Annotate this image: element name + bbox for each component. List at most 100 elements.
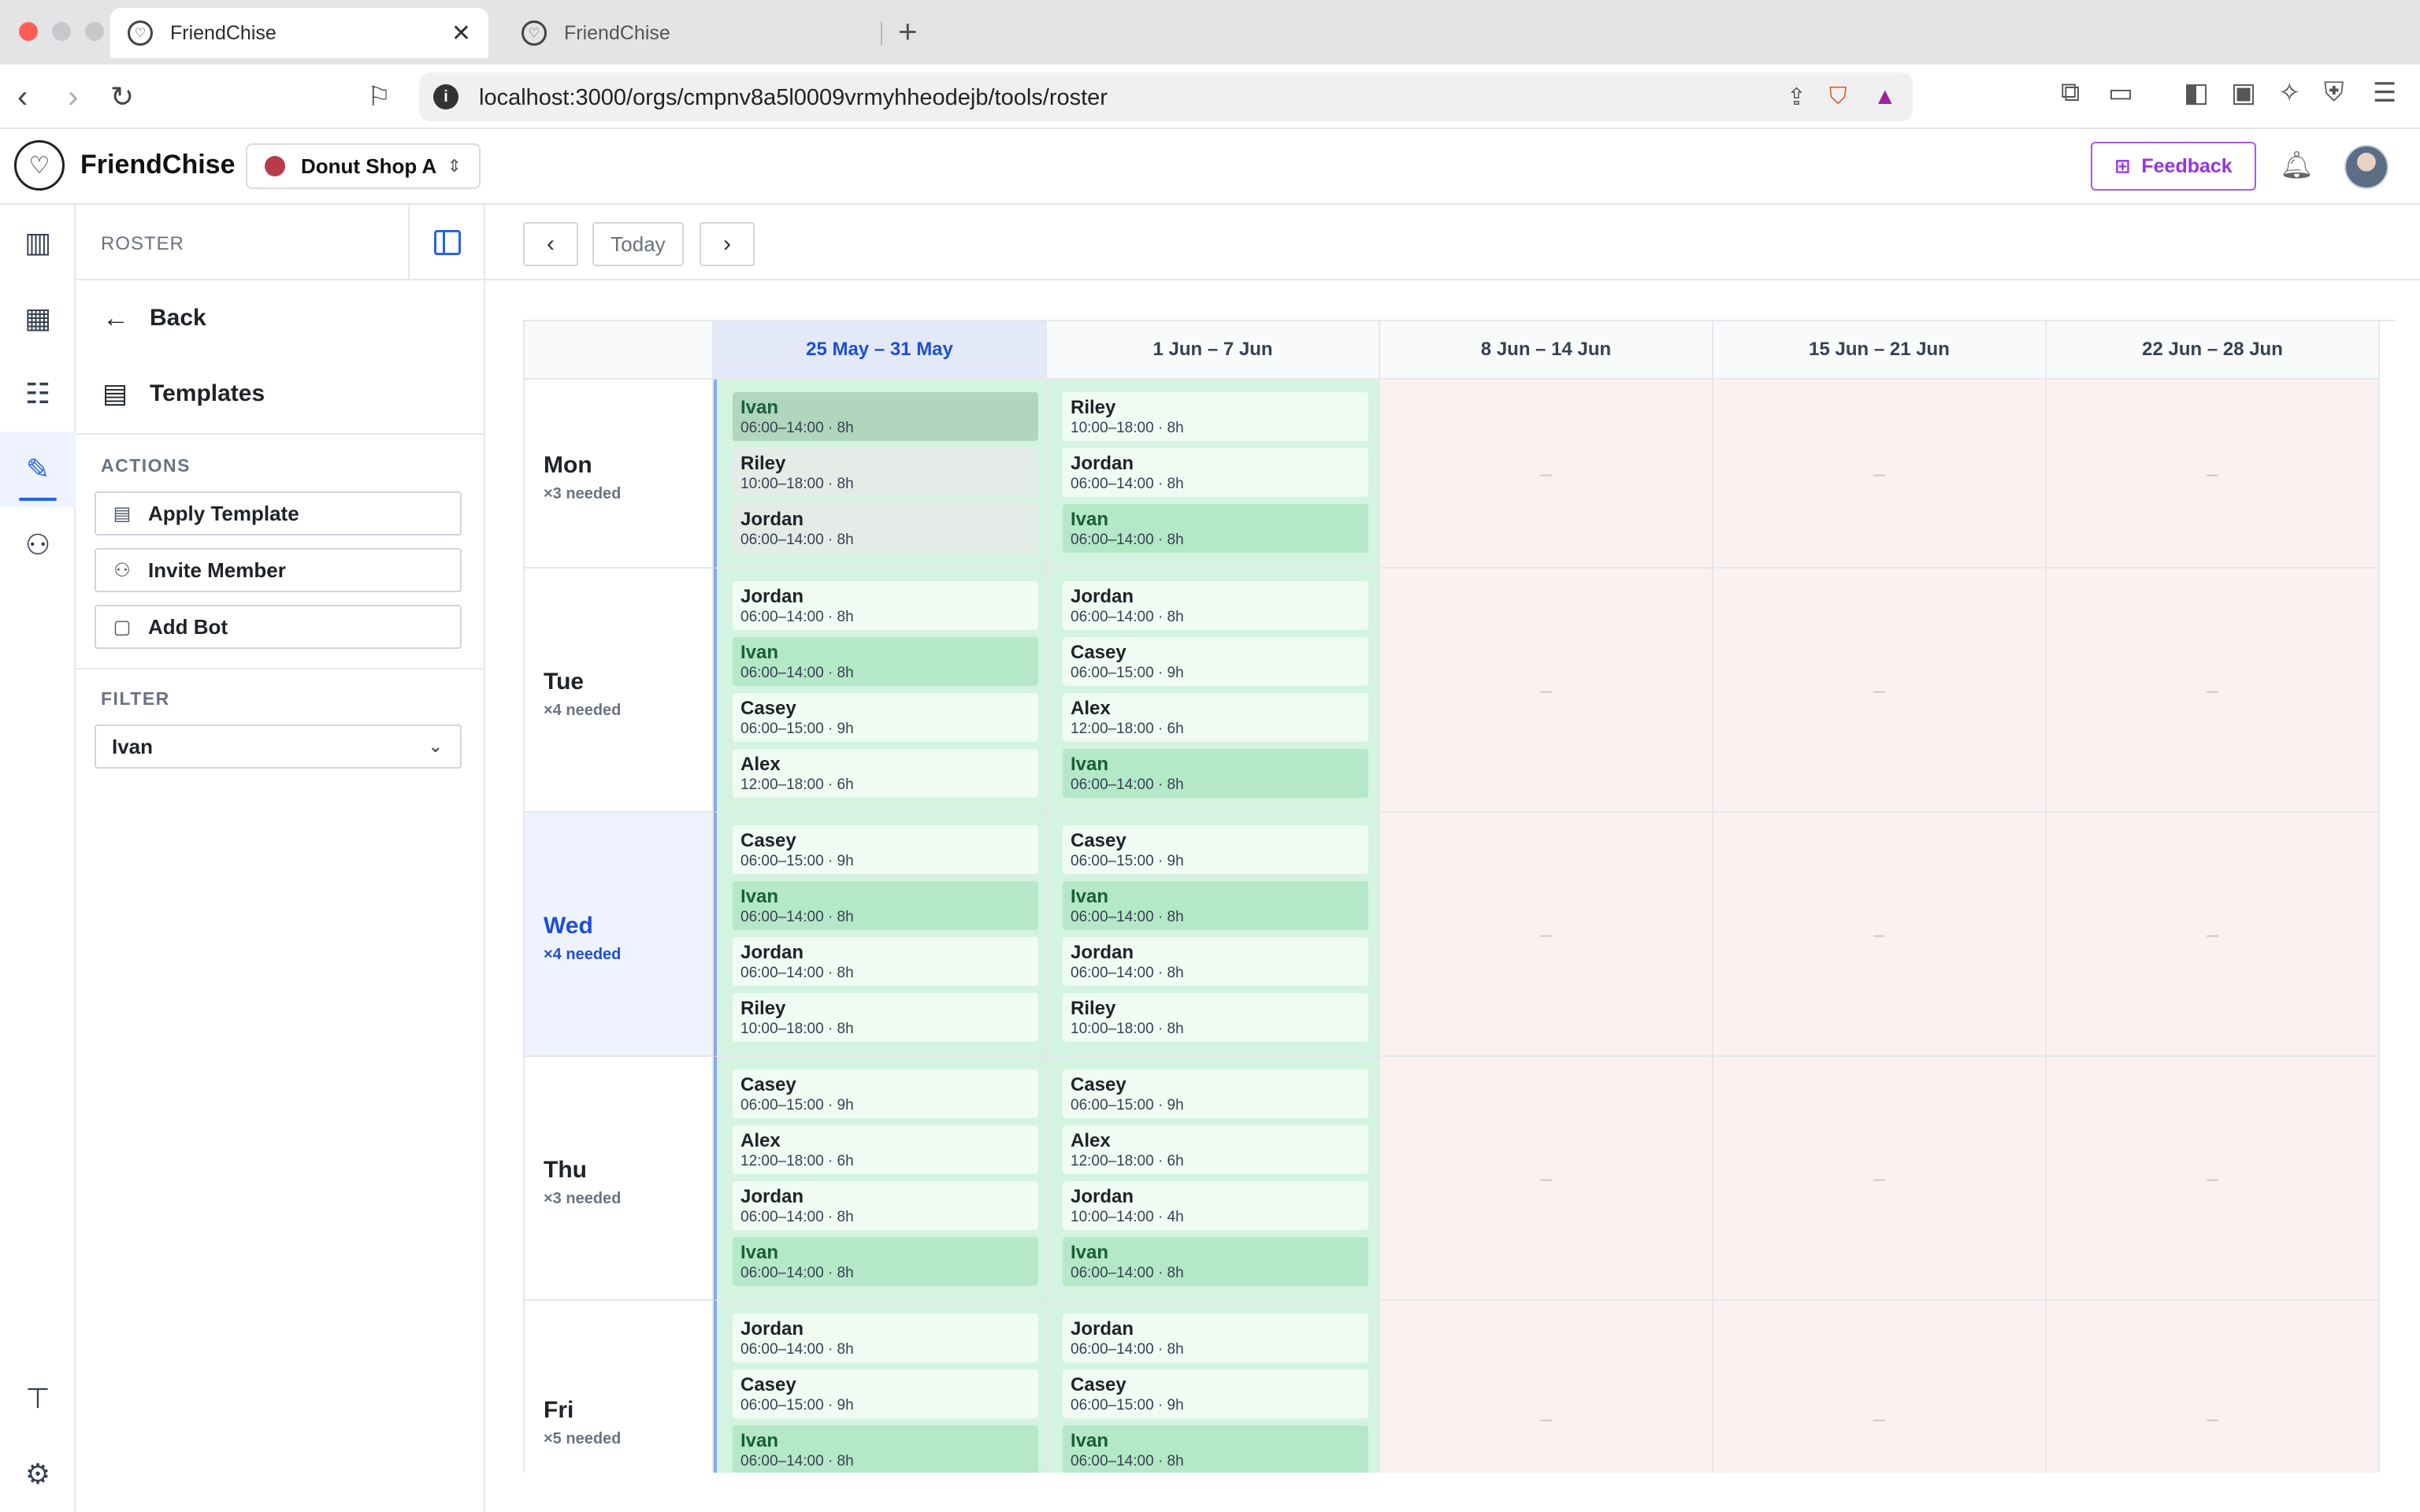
roster-cell[interactable]: –: [2047, 1301, 2380, 1473]
roster-cell[interactable]: –: [1380, 380, 1713, 569]
invite-member-button[interactable]: ⚇ Invite Member: [95, 548, 462, 592]
roster-cell[interactable]: –: [1380, 1057, 1713, 1301]
reader-icon[interactable]: ▭: [2108, 78, 2134, 108]
collapse-sidebar-button[interactable]: [408, 205, 485, 280]
reload-icon[interactable]: ↻: [110, 80, 135, 113]
shift-card[interactable]: Ivan 06:00–14:00 · 8h: [1063, 749, 1368, 798]
brand-logo-icon[interactable]: ♡: [14, 140, 65, 191]
shift-card[interactable]: Casey 06:00–15:00 · 9h: [1063, 1369, 1368, 1418]
next-week-button[interactable]: ›: [700, 222, 755, 266]
shift-card[interactable]: Ivan 06:00–14:00 · 8h: [1063, 1237, 1368, 1286]
shift-card[interactable]: Ivan 06:00–14:00 · 8h: [733, 1425, 1038, 1473]
shift-card[interactable]: Ivan 06:00–14:00 · 8h: [733, 637, 1038, 686]
shift-card[interactable]: Casey 06:00–15:00 · 9h: [733, 1069, 1038, 1118]
shift-card[interactable]: Ivan 06:00–14:00 · 8h: [1063, 881, 1368, 930]
shift-card[interactable]: Alex 12:00–18:00 · 6h: [733, 749, 1038, 798]
shift-card[interactable]: Riley 10:00–18:00 · 8h: [1063, 392, 1368, 441]
apply-template-button[interactable]: ▤ Apply Template: [95, 491, 462, 536]
week-header[interactable]: 1 Jun – 7 Jun: [1047, 321, 1380, 380]
shift-card[interactable]: Casey 06:00–15:00 · 9h: [1063, 1069, 1368, 1118]
roster-cell[interactable]: –: [2047, 813, 2380, 1057]
shift-card[interactable]: Jordan 06:00–14:00 · 8h: [1063, 581, 1368, 630]
previous-week-button[interactable]: ‹: [523, 222, 578, 266]
share-icon[interactable]: ⇪: [1787, 84, 1807, 110]
sidebar-toggle-icon[interactable]: ◧: [2184, 78, 2210, 108]
roster-cell[interactable]: Jordan 06:00–14:00 · 8h Casey 06:00–15:00 ·…: [714, 1301, 1047, 1473]
brave-shield-icon[interactable]: ⛉: [1829, 83, 1847, 109]
gear-icon[interactable]: ⚙: [24, 1458, 51, 1490]
shift-card[interactable]: Riley 10:00–18:00 · 8h: [733, 993, 1038, 1042]
roster-cell[interactable]: –: [1713, 380, 2047, 569]
shift-card[interactable]: Jordan 06:00–14:00 · 8h: [733, 581, 1038, 630]
roster-cell[interactable]: Casey 06:00–15:00 · 9h Alex 12:00–18:00 · 6…: [1047, 1057, 1380, 1301]
roster-cell[interactable]: –: [2047, 380, 2380, 569]
vpn-icon[interactable]: ⛨: [2324, 77, 2344, 107]
bell-icon[interactable]: 🔔︎: [2280, 150, 2314, 180]
roster-cell[interactable]: –: [1380, 569, 1713, 813]
shift-card[interactable]: Alex 12:00–18:00 · 6h: [1063, 1125, 1368, 1174]
shift-card[interactable]: Riley 10:00–18:00 · 8h: [733, 448, 1038, 497]
minimize-window-button[interactable]: [52, 22, 71, 41]
shift-card[interactable]: Riley 10:00–18:00 · 8h: [1063, 993, 1368, 1042]
today-button[interactable]: Today: [592, 222, 684, 266]
calendar-icon[interactable]: ▦: [24, 302, 51, 334]
roster-cell[interactable]: Jordan 06:00–14:00 · 8h Casey 06:00–15:00 ·…: [1047, 569, 1380, 813]
url-field[interactable]: i localhost:3000/orgs/cmpnv8a5l0009vrmyh…: [419, 72, 1913, 121]
wallet-icon[interactable]: ▣: [2231, 78, 2257, 108]
shift-card[interactable]: Jordan 06:00–14:00 · 8h: [733, 937, 1038, 986]
leo-ai-icon[interactable]: ✧: [2278, 78, 2301, 108]
templates-link[interactable]: ▤ Templates: [102, 370, 265, 417]
new-tab-icon[interactable]: +: [898, 13, 918, 50]
zoom-window-button[interactable]: [85, 22, 104, 41]
shift-card[interactable]: Ivan 06:00–14:00 · 8h: [1063, 504, 1368, 553]
checklist-icon[interactable]: ☷: [24, 377, 51, 410]
roster-cell[interactable]: –: [1380, 813, 1713, 1057]
shift-card[interactable]: Jordan 06:00–14:00 · 8h: [733, 1181, 1038, 1230]
shift-card[interactable]: Casey 06:00–15:00 · 9h: [733, 1369, 1038, 1418]
back-nav-icon[interactable]: ‹: [17, 80, 28, 114]
close-window-button[interactable]: [19, 22, 38, 41]
shift-card[interactable]: Jordan 06:00–14:00 · 8h: [1063, 448, 1368, 497]
roster-cell[interactable]: –: [1713, 1301, 2047, 1473]
forward-nav-icon[interactable]: ›: [68, 80, 79, 114]
roster-cell[interactable]: –: [2047, 569, 2380, 813]
shift-card[interactable]: Jordan 06:00–14:00 · 8h: [733, 504, 1038, 553]
roster-cell[interactable]: Casey 06:00–15:00 · 9h Alex 12:00–18:00 · 6…: [714, 1057, 1047, 1301]
org-chart-icon[interactable]: ⊤: [25, 1382, 50, 1414]
roster-cell[interactable]: –: [2047, 1057, 2380, 1301]
roster-cell[interactable]: Casey 06:00–15:00 · 9h Ivan 06:00–14:00 · 8…: [714, 813, 1047, 1057]
shift-card[interactable]: Jordan 06:00–14:00 · 8h: [1063, 1314, 1368, 1362]
org-selector[interactable]: Donut Shop A ⇕: [246, 143, 481, 189]
tools-icon[interactable]: ✎: [0, 432, 76, 507]
week-header[interactable]: 25 May – 31 May: [714, 321, 1047, 380]
building-icon[interactable]: ▥: [24, 226, 51, 258]
shift-card[interactable]: Casey 06:00–15:00 · 9h: [1063, 825, 1368, 874]
close-tab-icon[interactable]: ✕: [451, 20, 471, 46]
week-header[interactable]: 15 Jun – 21 Jun: [1713, 321, 2047, 380]
roster-cell[interactable]: –: [1713, 569, 2047, 813]
roster-cell[interactable]: Jordan 06:00–14:00 · 8h Casey 06:00–15:00 ·…: [1047, 1301, 1380, 1473]
shift-card[interactable]: Ivan 06:00–14:00 · 8h: [733, 881, 1038, 930]
rewards-icon[interactable]: ▲: [1873, 83, 1897, 109]
bookmark-icon[interactable]: ⚐: [367, 82, 392, 112]
shift-card[interactable]: Jordan 10:00–14:00 · 4h: [1063, 1181, 1368, 1230]
extensions-icon[interactable]: ⧉: [2061, 77, 2080, 107]
shift-card[interactable]: Jordan 06:00–14:00 · 8h: [733, 1314, 1038, 1362]
shift-card[interactable]: Ivan 06:00–14:00 · 8h: [1063, 1425, 1368, 1473]
roster-cell[interactable]: Ivan 06:00–14:00 · 8h Riley 10:00–18:00 · 8…: [714, 380, 1047, 569]
shift-card[interactable]: Jordan 06:00–14:00 · 8h: [1063, 937, 1368, 986]
shift-card[interactable]: Ivan 06:00–14:00 · 8h: [733, 1237, 1038, 1286]
roster-cell[interactable]: –: [1713, 1057, 2047, 1301]
roster-cell[interactable]: –: [1380, 1301, 1713, 1473]
add-bot-button[interactable]: ▢ Add Bot: [95, 605, 462, 649]
back-link[interactable]: ← Back: [102, 295, 206, 342]
shift-card[interactable]: Casey 06:00–15:00 · 9h: [1063, 637, 1368, 686]
avatar[interactable]: [2344, 145, 2388, 189]
week-header[interactable]: 22 Jun – 28 Jun: [2047, 321, 2380, 380]
roster-cell[interactable]: Riley 10:00–18:00 · 8h Jordan 06:00–14:00 ·…: [1047, 380, 1380, 569]
users-icon[interactable]: ⚇: [24, 528, 51, 561]
menu-icon[interactable]: ☰: [2373, 78, 2397, 108]
shift-card[interactable]: Alex 12:00–18:00 · 6h: [733, 1125, 1038, 1174]
week-header[interactable]: 8 Jun – 14 Jun: [1380, 321, 1713, 380]
site-info-icon[interactable]: i: [433, 84, 458, 109]
